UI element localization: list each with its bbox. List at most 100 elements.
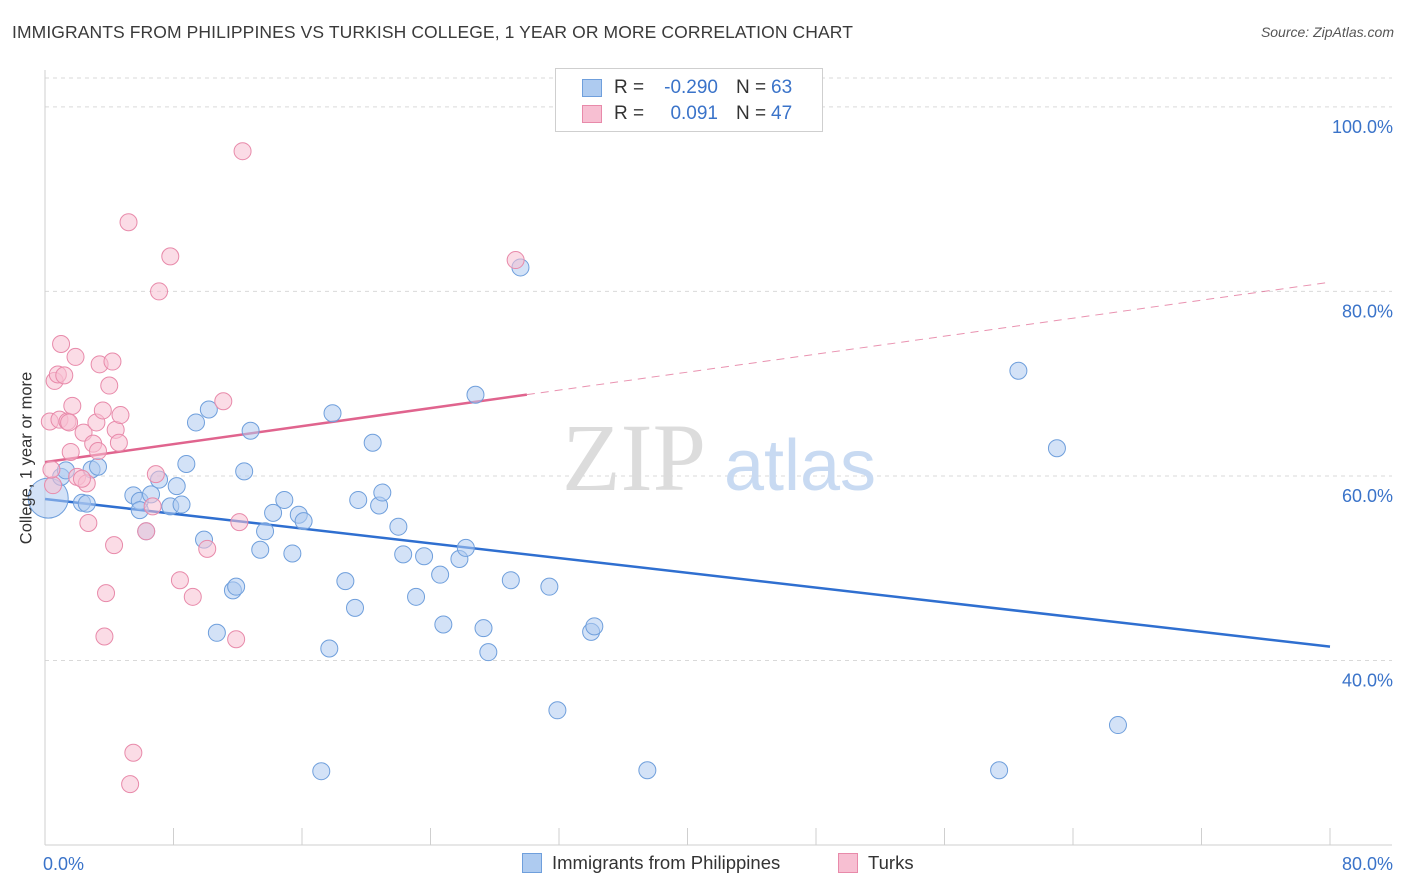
data-point-philippines (167, 477, 186, 496)
data-point-turks (52, 335, 71, 354)
legend-swatch-pink (582, 105, 602, 123)
data-point-turks (119, 213, 138, 232)
data-point-philippines (501, 571, 520, 590)
data-point-philippines (283, 544, 302, 563)
watermark: ZIP atlas (562, 404, 876, 511)
data-point-philippines (990, 761, 1009, 780)
data-point-philippines (320, 639, 339, 658)
trend-line-turks (44, 393, 528, 464)
data-point-philippines (548, 701, 567, 720)
data-point-turks (89, 442, 108, 461)
y-tick-label: 100.0% (1332, 117, 1393, 137)
data-point-philippines (479, 643, 498, 662)
data-point-philippines (466, 385, 485, 404)
legend-item-turks[interactable]: Turks (838, 852, 914, 874)
data-point-philippines (585, 617, 604, 636)
data-point-philippines (227, 577, 246, 596)
data-point-turks (66, 347, 85, 366)
legend-r-value: -0.290 (664, 77, 718, 98)
data-point-turks (198, 539, 217, 558)
data-point-turks (63, 396, 82, 415)
data-point-philippines (1009, 361, 1028, 380)
data-point-philippines (638, 761, 657, 780)
data-point-philippines (349, 490, 368, 509)
data-point-turks (170, 571, 189, 590)
data-point-philippines (336, 572, 355, 591)
data-point-turks (214, 392, 233, 411)
data-point-philippines (294, 512, 313, 531)
grid (45, 77, 1392, 661)
data-point-turks (506, 251, 525, 270)
data-point-turks (233, 142, 252, 161)
y-tick-label: 60.0% (1342, 486, 1393, 506)
data-point-turks (72, 469, 91, 488)
data-point-philippines (77, 494, 96, 513)
legend-swatch-blue (582, 79, 602, 97)
data-point-turks (109, 433, 128, 452)
legend-n-value: 47 (771, 103, 793, 124)
data-point-turks (93, 401, 112, 420)
y-tick-label: 40.0% (1342, 670, 1393, 690)
data-point-philippines (394, 545, 413, 564)
correlation-legend: R = -0.290 N = 63 R = 0.091 N = 47 (555, 68, 823, 132)
legend-row-turks: R = 0.091 N = 47 (556, 101, 822, 127)
watermark-atlas: atlas (724, 426, 876, 506)
data-point-philippines (407, 587, 426, 606)
data-point-philippines (264, 503, 283, 522)
data-point-turks (121, 775, 140, 794)
series-philippines-points (27, 258, 1127, 781)
data-point-turks (103, 352, 122, 371)
data-point-philippines (186, 413, 205, 432)
data-point-philippines (312, 762, 331, 781)
x-tick-label: 0.0% (43, 854, 84, 874)
data-point-philippines (346, 598, 365, 617)
trend-line-turks-extrapolated (526, 281, 1331, 396)
data-point-philippines (251, 540, 270, 559)
data-point-philippines (199, 400, 218, 419)
legend-label-turks: Turks (868, 852, 914, 873)
legend-r-label: R = (614, 103, 645, 124)
data-point-turks (230, 513, 249, 532)
data-point-philippines (373, 483, 392, 502)
data-point-philippines (177, 454, 196, 473)
data-point-turks (161, 247, 180, 266)
data-point-turks (111, 406, 130, 425)
data-point-turks (137, 522, 156, 541)
data-point-turks (79, 514, 98, 533)
data-point-philippines (323, 404, 342, 423)
legend-r-value: 0.091 (670, 103, 718, 124)
data-point-turks (95, 627, 114, 646)
legend-r-label: R = (614, 77, 645, 98)
source-label: Source: ZipAtlas.com (1260, 24, 1394, 40)
data-point-philippines (172, 495, 191, 514)
series-turks-points (40, 142, 525, 794)
data-point-philippines (431, 565, 450, 584)
data-point-philippines (241, 421, 260, 440)
data-point-turks (97, 584, 116, 603)
x-tick-label: 80.0% (1342, 854, 1393, 874)
data-point-philippines (434, 615, 453, 634)
tick-labels: 40.0% 60.0% 80.0% 100.0% 0.0% 80.0% (43, 117, 1393, 874)
data-point-turks (150, 282, 169, 301)
data-point-philippines (256, 522, 275, 541)
data-point-philippines (235, 462, 254, 481)
data-point-turks (61, 442, 80, 461)
data-point-philippines (1047, 439, 1066, 458)
data-point-philippines (207, 623, 226, 642)
data-point-turks (143, 497, 162, 516)
data-point-turks (227, 630, 246, 649)
trend-lines (44, 281, 1331, 648)
data-point-philippines (275, 490, 294, 509)
legend-n-label: N = (736, 103, 767, 124)
data-point-turks (124, 743, 143, 762)
legend-label-philippines: Immigrants from Philippines (552, 852, 781, 873)
trend-line-philippines (44, 497, 1331, 648)
legend-item-philippines[interactable]: Immigrants from Philippines (522, 852, 780, 874)
y-tick-label: 80.0% (1342, 301, 1393, 321)
legend-swatch-pink (838, 853, 858, 873)
axes (44, 70, 1392, 846)
data-point-turks (105, 536, 124, 555)
legend-n-value: 63 (771, 77, 793, 98)
data-point-philippines (540, 577, 559, 596)
